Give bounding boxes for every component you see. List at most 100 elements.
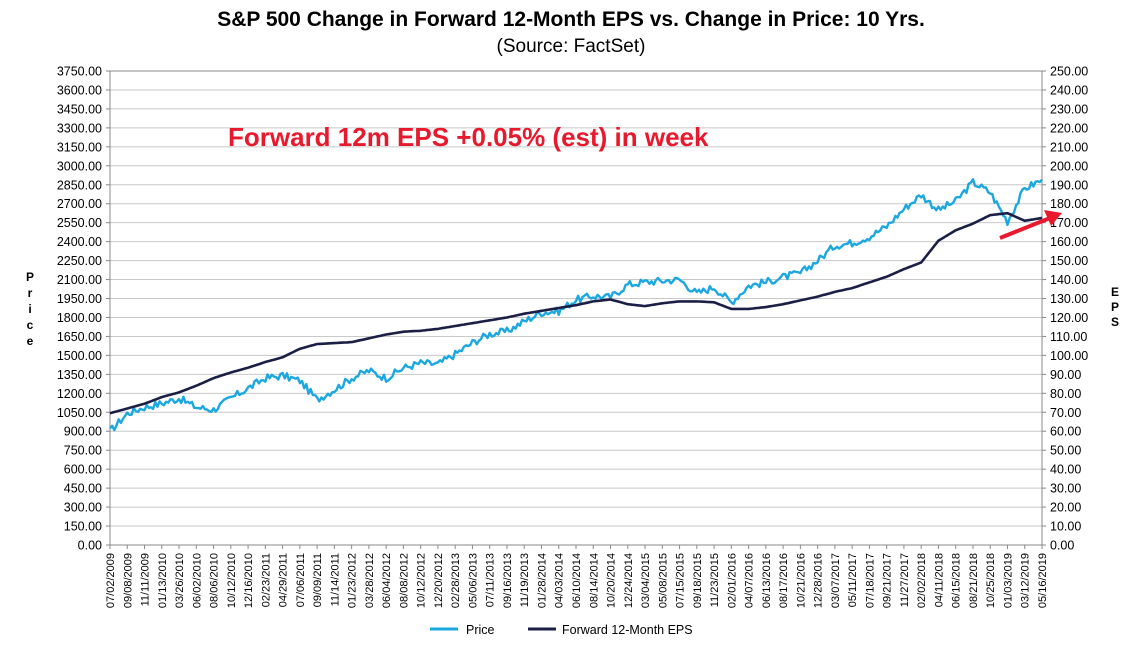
y2-tick-label: 210.00: [1050, 140, 1088, 154]
x-tick-label: 03/07/2017: [830, 553, 842, 608]
y-tick-label: 2700.00: [57, 197, 102, 211]
x-tick-label: 05/11/2017: [847, 553, 859, 607]
y2-tick-label: 10.00: [1050, 520, 1081, 534]
series-line-eps: [109, 211, 1043, 415]
y-tick-label: 2850.00: [57, 178, 102, 192]
x-tick-label: 01/13/2010: [157, 553, 169, 608]
y2-tick-label: 20.00: [1050, 501, 1081, 515]
x-tick-label: 07/02/2009: [105, 553, 117, 608]
y-tick-label: 1650.00: [57, 330, 102, 344]
x-tick-label: 06/04/2012: [381, 553, 393, 608]
x-tick-label: 08/17/2016: [778, 553, 790, 608]
y2-tick-label: 90.00: [1050, 368, 1081, 382]
y2-tick-label: 60.00: [1050, 425, 1081, 439]
y2-tick-label: 140.00: [1050, 273, 1088, 287]
y2-tick-label: 160.00: [1050, 235, 1088, 249]
y2-tick-label: 100.00: [1050, 349, 1088, 363]
x-tick-label: 02/02/2018: [916, 553, 928, 608]
x-tick-label: 10/12/2010: [226, 553, 238, 608]
y-tick-label: 1500.00: [57, 349, 102, 363]
x-tick-label: 08/21/2018: [968, 553, 980, 608]
y2-tick-label: 230.00: [1050, 102, 1088, 116]
x-tick-label: 10/21/2016: [795, 553, 807, 608]
y2-tick-label: 30.00: [1050, 482, 1081, 496]
y-tick-label: 900.00: [64, 425, 102, 439]
x-tick-label: 11/11/2009: [140, 553, 152, 606]
x-tick-label: 06/15/2018: [951, 553, 963, 608]
x-tick-label: 04/11/2018: [933, 553, 945, 607]
x-tick-label: 09/16/2013: [502, 553, 514, 608]
y-tick-label: 3150.00: [57, 140, 102, 154]
y-tick-label: 1200.00: [57, 387, 102, 401]
x-tick-label: 05/16/2019: [1037, 553, 1049, 608]
x-tick-label: 04/29/2011: [278, 553, 290, 607]
y-tick-label: 750.00: [64, 444, 102, 458]
x-tick-label: 07/06/2011: [295, 553, 307, 607]
y2-tick-label: 240.00: [1050, 83, 1088, 97]
x-tick-label: 02/28/2013: [450, 553, 462, 608]
x-tick-label: 01/28/2014: [536, 553, 548, 608]
legend-price-label: Price: [466, 623, 495, 637]
x-tick-label: 10/12/2012: [416, 553, 428, 608]
x-tick-label: 02/23/2011: [260, 553, 272, 607]
x-tick-label: 09/18/2015: [692, 553, 704, 608]
x-tick-label: 08/06/2010: [209, 553, 221, 608]
y-tick-label: 2250.00: [57, 254, 102, 268]
y2-tick-label: 250.00: [1050, 65, 1088, 79]
x-tick-label: 03/26/2010: [174, 553, 186, 608]
y2-tick-label: 190.00: [1050, 178, 1088, 192]
y2-tick-label: 200.00: [1050, 159, 1088, 173]
legend-eps-label: Forward 12-Month EPS: [562, 623, 693, 637]
y-tick-label: 1800.00: [57, 311, 102, 325]
y2-tick-label: 110.00: [1050, 330, 1087, 344]
y-tick-label: 450.00: [64, 482, 102, 496]
x-tick-label: 03/12/2019: [1020, 553, 1032, 608]
y2-tick-label: 80.00: [1050, 387, 1081, 401]
y-tick-label: 2100.00: [57, 273, 102, 287]
x-tick-label: 06/13/2016: [761, 553, 773, 608]
y2-tick-label: 180.00: [1050, 197, 1088, 211]
y-tick-label: 1350.00: [57, 368, 102, 382]
x-tick-label: 03/04/2015: [640, 553, 652, 608]
x-tick-label: 06/02/2010: [191, 553, 203, 608]
y-tick-label: 2400.00: [57, 235, 102, 249]
chart-title: S&P 500 Change in Forward 12-Month EPS v…: [217, 8, 925, 31]
legend: Price Forward 12-Month EPS: [430, 623, 693, 637]
x-tick-label: 01/03/2019: [1002, 553, 1014, 608]
x-tick-label: 12/24/2014: [623, 553, 635, 608]
chart-subtitle: (Source: FactSet): [497, 36, 646, 57]
y-tick-label: 2550.00: [57, 216, 102, 230]
y2-tick-label: 50.00: [1050, 444, 1081, 458]
x-tick-label: 12/28/2016: [813, 553, 825, 608]
x-tick-label: 12/20/2012: [433, 553, 445, 608]
x-tick-label: 12/16/2010: [243, 553, 255, 608]
y-tick-label: 300.00: [64, 501, 102, 515]
x-tick-label: 06/10/2014: [571, 553, 583, 608]
x-tick-label: 11/23/2015: [709, 553, 721, 607]
x-tick-label: 01/23/2012: [347, 553, 359, 608]
x-tick-label: 09/09/2011: [312, 553, 324, 607]
series-layer: [109, 178, 1043, 432]
x-tick-label: 08/14/2014: [588, 553, 600, 608]
x-tick-label: 08/08/2012: [398, 553, 410, 608]
y2-tick-label: 150.00: [1050, 254, 1088, 268]
y-axis-left: 0.00 150.00 300.00 450.00 600.00 750.00 900.00…: [57, 65, 110, 553]
y2-tick-label: 220.00: [1050, 121, 1088, 135]
x-tick-label: 03/28/2012: [364, 553, 376, 608]
x-tick-label: 04/03/2014: [554, 553, 566, 608]
x-tick-label: 10/20/2014: [606, 553, 618, 608]
x-tick-label: 04/07/2016: [744, 553, 756, 608]
annotation-arrow: [999, 210, 1062, 240]
x-tick-label: 11/14/2011: [329, 553, 341, 606]
x-tick-label: 05/06/2013: [467, 553, 479, 608]
y-axis-right: 0.00 10.00 20.00 30.00 40.00 50.00 60.00 70.00 8…: [1042, 65, 1088, 553]
x-tick-label: 02/01/2016: [726, 553, 738, 608]
x-tick-label: 07/15/2015: [675, 553, 687, 608]
y2-tick-label: 130.00: [1050, 292, 1088, 306]
y-tick-label: 3750.00: [57, 65, 102, 79]
x-axis: 07/02/2009 09/08/2009 11/11/2009 01/13/2010…: [105, 545, 1049, 608]
x-tick-label: 09/08/2009: [122, 553, 134, 608]
